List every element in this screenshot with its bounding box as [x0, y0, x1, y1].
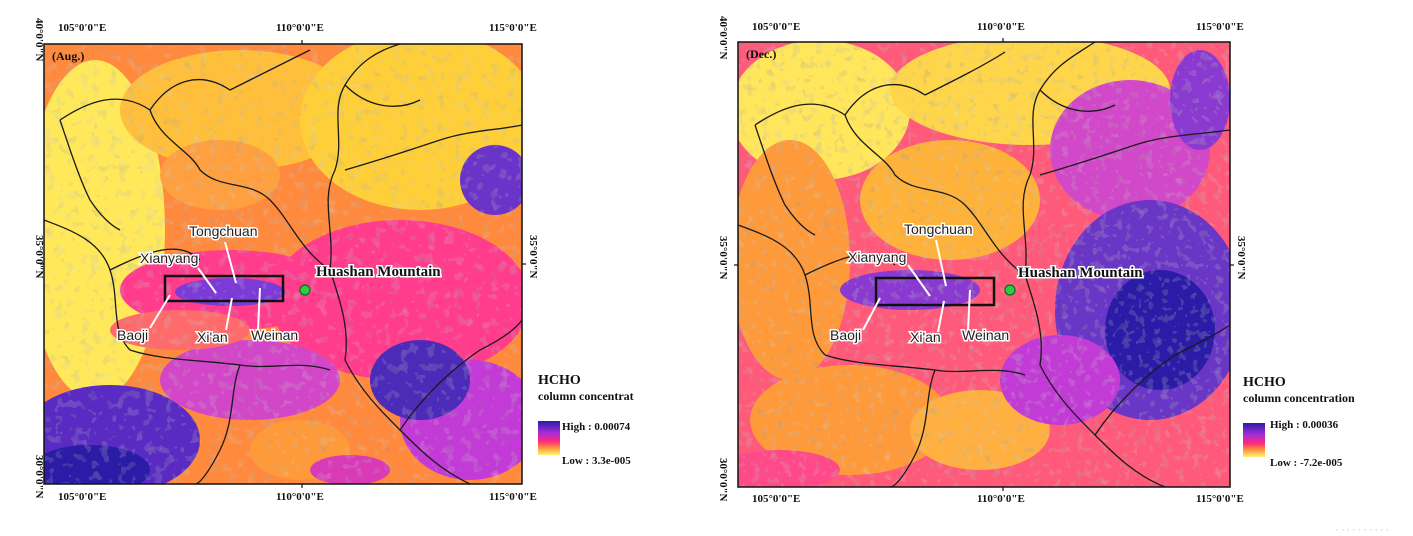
lat-tick-left-35: 35°0'0"N	[33, 235, 45, 279]
watermark-dots: • • • • • • • • • •	[1336, 528, 1390, 534]
lat-tick-right-35-dec: 35°0'0"N	[1235, 236, 1247, 280]
lat-tick-left-30-dec: 30°0'0"N	[717, 458, 729, 502]
lon-tick-top-105-dec: 105°0'0"E	[752, 21, 800, 33]
city-label-baoji: Baoji	[117, 327, 148, 343]
leader-lines-dec	[862, 239, 971, 333]
lat-tick-left-40: 40°0'0"N	[33, 18, 45, 62]
boundary-lines-aug	[43, 43, 523, 485]
legend-dec: HCHO column concentration High : 0.00036…	[1243, 375, 1408, 485]
lat-tick-right-35: 35°0'0"N	[527, 235, 539, 279]
month-label-dec: (Dec.)	[746, 47, 776, 61]
lon-tick-bottom-115: 115°0'0"E	[489, 491, 537, 503]
huashan-marker-aug	[299, 284, 311, 296]
study-area-box-dec	[874, 276, 996, 307]
city-label-tongchuan: Tongchuan	[189, 223, 258, 239]
legend-high-aug: High : 0.00074	[562, 421, 631, 433]
city-label-xian-dec: Xi'an	[910, 329, 941, 345]
city-label-weinan-dec: Weinan	[962, 327, 1009, 343]
lon-tick-bottom-105: 105°0'0"E	[58, 491, 106, 503]
city-label-xianyang: Xianyang	[140, 250, 198, 266]
boundary-lines-dec	[737, 41, 1231, 488]
month-label-aug: (Aug.)	[52, 49, 84, 63]
lon-tick-bottom-110: 110°0'0"E	[276, 491, 324, 503]
map-panel-dec: Tongchuan Xianyang Baoji Xi'an Weinan Hu…	[717, 16, 1247, 505]
lon-tick-top-110: 110°0'0"E	[276, 22, 324, 34]
legend-aug: HCHO column concentrat High : 0.00074 Lo…	[538, 373, 688, 483]
city-label-baoji-dec: Baoji	[830, 327, 861, 343]
lat-tick-left-40-dec: 40°0'0"N	[717, 16, 729, 60]
legend-subtitle-aug: column concentrat	[538, 389, 634, 403]
city-label-tongchuan-dec: Tongchuan	[904, 221, 973, 237]
hcho-raster-aug	[44, 44, 522, 484]
graticule-ticks-aug	[40, 40, 526, 488]
poi-label-huashan-aug: Huashan Mountain	[316, 264, 441, 280]
poi-label-huashan-dec: Huashan Mountain	[1018, 265, 1143, 281]
legend-subtitle-dec: column concentration	[1243, 391, 1355, 405]
map-panel-aug: Tongchuan Xianyang Baoji Xi'an Weinan Hu…	[33, 18, 539, 503]
legend-title-dec: HCHO	[1243, 375, 1286, 390]
legend-title-aug: HCHO	[538, 373, 581, 388]
study-area-box-aug	[163, 274, 285, 303]
huashan-marker-dec	[1004, 284, 1016, 296]
lon-tick-bottom-110-dec: 110°0'0"E	[977, 493, 1025, 505]
legend-low-dec: Low : -7.2e-005	[1270, 457, 1343, 469]
city-label-xian: Xi'an	[197, 329, 228, 345]
lon-tick-top-105: 105°0'0"E	[58, 22, 106, 34]
legend-high-dec: High : 0.00036	[1270, 419, 1339, 431]
lon-tick-top-115-dec: 115°0'0"E	[1196, 21, 1244, 33]
legend-low-aug: Low : 3.3e-005	[562, 455, 631, 467]
legend-color-ramp-dec	[1243, 423, 1265, 457]
lon-tick-top-115: 115°0'0"E	[489, 22, 537, 34]
lon-tick-top-110-dec: 110°0'0"E	[977, 21, 1025, 33]
graticule-ticks-dec	[734, 38, 1234, 491]
leader-lines-aug	[149, 241, 261, 331]
city-label-weinan: Weinan	[251, 327, 298, 343]
legend-color-ramp-aug	[538, 421, 560, 455]
lon-tick-bottom-115-dec: 115°0'0"E	[1196, 493, 1244, 505]
lat-tick-left-35-dec: 35°0'0"N	[717, 236, 729, 280]
hcho-raster-dec	[738, 42, 1230, 487]
lon-tick-bottom-105-dec: 105°0'0"E	[752, 493, 800, 505]
lat-tick-left-30: 30°0'0"N	[33, 455, 45, 499]
city-label-xianyang-dec: Xianyang	[848, 249, 906, 265]
